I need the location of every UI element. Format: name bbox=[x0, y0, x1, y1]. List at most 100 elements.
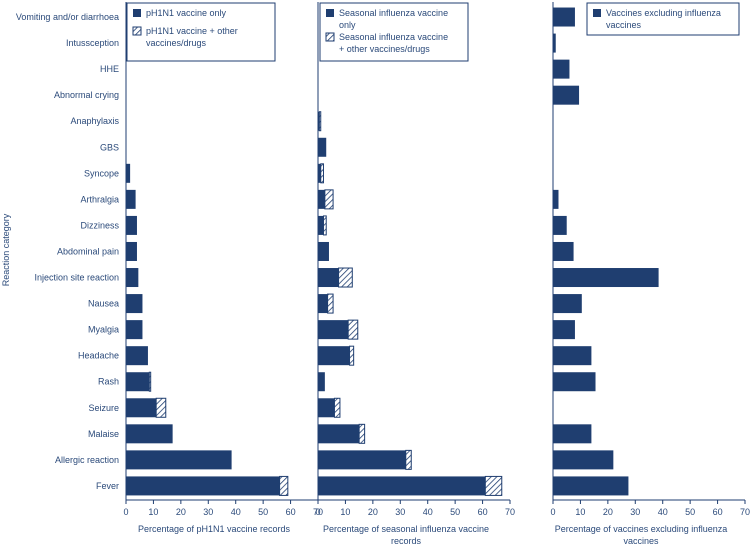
legend-label: pH1N1 vaccine only bbox=[146, 8, 227, 18]
bar-segment-only bbox=[318, 320, 349, 340]
legend-swatch-hatched bbox=[325, 32, 335, 42]
bar-segment-combined bbox=[279, 475, 289, 496]
bar-segment-only bbox=[553, 59, 570, 79]
category-label: GBS bbox=[100, 142, 119, 152]
legend-swatch-solid bbox=[593, 9, 601, 17]
panel-1: 0 10 20 30 40 50 60 70 Percentage of pH1N1 vacci… bbox=[123, 2, 323, 534]
bar-segment-only bbox=[553, 450, 614, 470]
x-axis-title: Percentage of vaccines excluding influen… bbox=[555, 524, 728, 546]
bar-segment-only bbox=[318, 215, 324, 235]
legend: pH1N1 vaccine only pH1N1 vaccine + other v… bbox=[126, 2, 276, 62]
x-axis-title: Percentage of seasonal influenza vaccine… bbox=[323, 524, 489, 546]
bar-segment-only bbox=[318, 476, 486, 496]
bar-segment-combined bbox=[333, 397, 341, 418]
category-label: Anaphylaxis bbox=[70, 116, 119, 126]
bar-segment-combined bbox=[327, 293, 334, 314]
bar-segment-combined bbox=[324, 189, 334, 210]
x-tick-label: 70 bbox=[313, 507, 323, 517]
y-axis-title: Reaction category bbox=[1, 213, 11, 286]
legend-label: Vaccines excluding influenza vaccines bbox=[606, 8, 721, 30]
bar-segment-combined bbox=[318, 111, 322, 132]
bar-segment-only bbox=[318, 111, 320, 131]
bar-segment-only bbox=[553, 189, 559, 209]
bar-segment-combined bbox=[155, 397, 167, 418]
bar-segment-only bbox=[553, 215, 567, 235]
legend-label: Seasonal influenza vaccine + other vaccin… bbox=[339, 32, 448, 54]
legend-swatch-solid bbox=[326, 9, 334, 17]
bar-segment-only bbox=[553, 320, 575, 340]
bar-segment-only bbox=[126, 241, 137, 261]
category-label: Dizziness bbox=[80, 220, 119, 230]
bar-segment-combined bbox=[405, 449, 412, 470]
x-tick-label: 30 bbox=[630, 507, 640, 517]
x-tick-label: 70 bbox=[505, 507, 515, 517]
bar-segment-only bbox=[553, 33, 556, 53]
bar-segment-only bbox=[318, 241, 329, 261]
legend: Vaccines excluding influenza vaccines bbox=[586, 2, 740, 36]
category-label: Injection site reaction bbox=[34, 273, 119, 283]
category-label: Myalgia bbox=[88, 325, 119, 335]
category-label: Rash bbox=[98, 377, 119, 387]
bar-segment-only bbox=[553, 85, 580, 105]
bar-segment-only bbox=[553, 7, 575, 27]
category-label: Vomiting and/or diarrhoea bbox=[16, 12, 119, 22]
bar-segment-only bbox=[318, 398, 335, 418]
bar-segment-combined bbox=[484, 475, 503, 496]
bar-segment-only bbox=[318, 372, 325, 392]
bar-segment-only bbox=[126, 476, 280, 496]
category-label: Abdominal pain bbox=[57, 246, 119, 256]
x-tick-label: 0 bbox=[550, 507, 555, 517]
category-label: Arthralgia bbox=[80, 194, 119, 204]
bar-segment-only bbox=[126, 372, 150, 392]
x-tick-label: 10 bbox=[148, 507, 158, 517]
legend-box bbox=[319, 2, 469, 62]
bar-segment-only bbox=[126, 450, 232, 470]
bar-segment-only bbox=[318, 346, 350, 366]
bar-segment-only bbox=[553, 241, 574, 261]
category-label: Intussception bbox=[66, 38, 119, 48]
x-tick-label: 0 bbox=[315, 507, 320, 517]
x-tick-label: 50 bbox=[685, 507, 695, 517]
category-label: Abnormal crying bbox=[54, 90, 119, 100]
bar-segment-only bbox=[126, 320, 143, 340]
category-label: Seizure bbox=[88, 403, 119, 413]
bar-segment-only bbox=[553, 294, 582, 314]
x-tick-label: 20 bbox=[176, 507, 186, 517]
category-label: Syncope bbox=[84, 168, 119, 178]
panel-3: 0 10 20 30 40 50 60 70 Percentage of vaccines ex… bbox=[550, 2, 750, 546]
x-tick-label: 10 bbox=[340, 507, 350, 517]
bar-segment-only bbox=[126, 163, 131, 183]
bar-segment-only bbox=[126, 294, 143, 314]
bar-segment-combined bbox=[358, 423, 366, 444]
category-label: Headache bbox=[78, 351, 119, 361]
category-label: Nausea bbox=[88, 299, 119, 309]
bar-segment-only bbox=[318, 189, 325, 209]
bar-segment-only bbox=[126, 424, 173, 444]
x-tick-label: 10 bbox=[575, 507, 585, 517]
legend-swatch-solid bbox=[133, 9, 141, 17]
x-tick-label: 40 bbox=[231, 507, 241, 517]
bar-segment-combined bbox=[148, 371, 152, 392]
bar-segment-combined bbox=[322, 215, 327, 236]
legend-box bbox=[126, 2, 276, 62]
bar-segment-only bbox=[318, 137, 327, 157]
bar-segment-only bbox=[126, 215, 137, 235]
x-tick-label: 40 bbox=[423, 507, 433, 517]
bar-segment-only bbox=[553, 424, 592, 444]
category-label: HHE bbox=[100, 64, 119, 74]
x-tick-label: 30 bbox=[203, 507, 213, 517]
x-tick-label: 20 bbox=[368, 507, 378, 517]
x-tick-label: 0 bbox=[123, 507, 128, 517]
legend-box bbox=[586, 2, 740, 36]
x-tick-label: 40 bbox=[658, 507, 668, 517]
bar-segment-only bbox=[126, 398, 157, 418]
legend-swatch-hatched bbox=[132, 26, 142, 36]
bar-segment-only bbox=[553, 346, 592, 366]
bar-segment-combined bbox=[338, 267, 353, 288]
bar-segment-only bbox=[553, 372, 596, 392]
bar-segment-only bbox=[553, 268, 659, 288]
bar-segment-only bbox=[553, 476, 629, 496]
